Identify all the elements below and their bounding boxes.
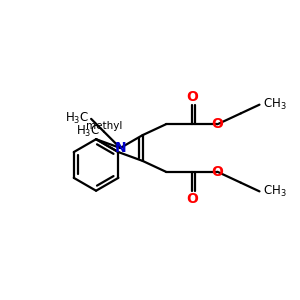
Text: O: O [186,192,198,206]
Text: O: O [186,90,198,104]
Text: N: N [115,141,126,155]
Text: H$_3$C: H$_3$C [76,124,100,139]
Text: CH$_3$: CH$_3$ [263,97,287,112]
Text: O: O [212,117,224,131]
Text: methyl: methyl [86,121,122,130]
Text: H$_3$C: H$_3$C [65,111,89,126]
Text: O: O [212,165,224,179]
Text: CH$_3$: CH$_3$ [263,184,287,199]
